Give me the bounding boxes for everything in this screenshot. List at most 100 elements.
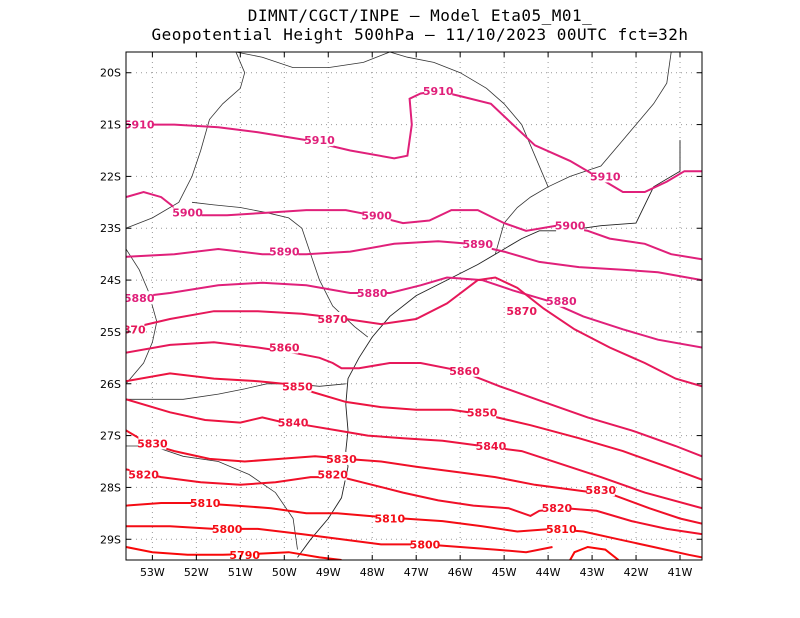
contour-label-bg bbox=[476, 438, 505, 452]
contour-label-bg bbox=[279, 415, 308, 429]
contour-label-bg bbox=[375, 511, 404, 525]
lat-tick-label: 26S bbox=[100, 378, 121, 391]
contour-line-5870 bbox=[126, 276, 702, 388]
contour-label-bg bbox=[547, 521, 576, 535]
lon-tick-label: 51W bbox=[228, 566, 253, 579]
contour-label-5910: 5910 bbox=[590, 170, 621, 183]
contour-label-bg bbox=[173, 205, 202, 219]
contour-label-5790: 5790 bbox=[229, 549, 260, 562]
contour-label-bg bbox=[468, 405, 497, 419]
lat-tick-label: 20S bbox=[100, 67, 121, 80]
contour-label-5850: 5850 bbox=[282, 380, 313, 393]
contour-label-5810: 5810 bbox=[546, 523, 577, 536]
contour-label-5900: 5900 bbox=[361, 209, 392, 222]
contour-label-5870: 5870 bbox=[317, 313, 348, 326]
contour-label-5800: 5800 bbox=[410, 538, 441, 551]
contour-label-5830: 5830 bbox=[326, 453, 357, 466]
contour-line-5860 bbox=[126, 341, 702, 458]
contour-label-5830: 5830 bbox=[137, 437, 168, 450]
lon-tick-label: 41W bbox=[668, 566, 693, 579]
lon-tick-label: 44W bbox=[536, 566, 561, 579]
map-features: 5910 5910 5910 5910 5900 5900 5900 5890 5890 5880… bbox=[124, 52, 702, 562]
lon-tick-label: 46W bbox=[448, 566, 473, 579]
contour-label-bg bbox=[410, 537, 439, 551]
contour-label-5860: 5860 bbox=[449, 365, 480, 378]
contour-label-5820: 5820 bbox=[128, 468, 159, 481]
contour-label-bg bbox=[327, 451, 356, 465]
contour-label-5850: 5850 bbox=[467, 406, 498, 419]
lat-tick-label: 23S bbox=[100, 222, 121, 235]
contour-label-5800: 5800 bbox=[212, 523, 243, 536]
contour-label-5880: 5880 bbox=[357, 287, 388, 300]
lat-tick-label: 28S bbox=[100, 481, 121, 494]
contour-line-5850 bbox=[126, 372, 702, 481]
contour-label-5880: 5880 bbox=[124, 292, 155, 305]
contour-label-bg bbox=[556, 218, 585, 232]
contour-label-5910: 5910 bbox=[124, 119, 155, 132]
contour-line-5790 bbox=[569, 545, 620, 560]
contour-label-5890: 5890 bbox=[269, 246, 300, 259]
contour-line-5810 bbox=[126, 502, 702, 559]
lat-tick-label: 29S bbox=[100, 533, 121, 546]
contour-label-bg bbox=[126, 117, 154, 131]
contour-label-bg bbox=[230, 547, 259, 560]
contour-label-bg bbox=[547, 293, 576, 307]
contour-label-5820: 5820 bbox=[542, 502, 573, 515]
contour-label-bg bbox=[362, 208, 391, 222]
lon-tick-label: 50W bbox=[272, 566, 297, 579]
coastline bbox=[297, 140, 681, 558]
contour-label-bg bbox=[358, 286, 387, 300]
contour-label-bg bbox=[542, 501, 571, 515]
state-border bbox=[494, 52, 672, 255]
contour-label-bg bbox=[586, 483, 615, 497]
map-title-line2: Geopotential Height 500hPa – 11/10/2023 … bbox=[151, 25, 689, 44]
map-frame bbox=[125, 51, 703, 561]
contour-label-5810: 5810 bbox=[190, 497, 221, 510]
contour-label-5840: 5840 bbox=[476, 440, 507, 453]
contour-label-5910: 5910 bbox=[423, 85, 454, 98]
lat-tick-label: 27S bbox=[100, 430, 121, 443]
lon-tick-label: 52W bbox=[184, 566, 209, 579]
lat-tick-label: 24S bbox=[100, 274, 121, 287]
map-plot-area: 5910 5910 5910 5910 5900 5900 5900 5890 5890 5880… bbox=[100, 51, 703, 579]
contour-label-bg bbox=[270, 340, 299, 354]
lat-tick-label: 21S bbox=[100, 119, 121, 132]
contour-line-5880 bbox=[126, 276, 702, 349]
state-border bbox=[126, 248, 158, 385]
contour-label-5890: 5890 bbox=[462, 238, 493, 251]
lon-tick-label: 47W bbox=[404, 566, 429, 579]
contour-label-bg bbox=[450, 363, 479, 377]
contour-label-bg bbox=[507, 304, 536, 318]
state-border bbox=[235, 52, 390, 68]
state-border bbox=[126, 52, 246, 229]
contour-line-5830 bbox=[126, 429, 702, 525]
contour-label-bg bbox=[305, 133, 334, 147]
contour-label-bg bbox=[126, 291, 154, 305]
contour-line-5890 bbox=[126, 240, 702, 282]
contour-label-bg bbox=[191, 495, 220, 509]
contour-label-5860: 5860 bbox=[269, 341, 300, 354]
contour-label-bg bbox=[213, 521, 242, 535]
lat-tick-label: 25S bbox=[100, 326, 121, 339]
contour-label-bg bbox=[463, 236, 492, 250]
contour-label-bg bbox=[591, 169, 620, 183]
contour-label-bg bbox=[318, 467, 347, 481]
state-border bbox=[389, 52, 549, 187]
lon-tick-label: 53W bbox=[140, 566, 165, 579]
contour-label-bg bbox=[129, 467, 158, 481]
contour-line-5840 bbox=[126, 398, 702, 510]
contour-label-5880: 5880 bbox=[546, 295, 577, 308]
contour-label-5900: 5900 bbox=[555, 220, 586, 233]
map-title-line1: DIMNT/CGCT/INPE – Model Eta05_M01_ bbox=[247, 6, 593, 25]
contour-label-bg bbox=[283, 379, 312, 393]
lon-tick-label: 45W bbox=[492, 566, 517, 579]
contour-label-bg bbox=[424, 83, 453, 97]
contour-label-5820: 5820 bbox=[317, 468, 348, 481]
contour-label-5840: 5840 bbox=[278, 417, 309, 430]
contour-label-bg bbox=[270, 244, 299, 258]
lat-tick-label: 22S bbox=[100, 170, 121, 183]
contour-label-5810: 5810 bbox=[375, 513, 406, 526]
contour-line-5800 bbox=[126, 525, 553, 554]
contour-label-5910: 5910 bbox=[304, 134, 335, 147]
